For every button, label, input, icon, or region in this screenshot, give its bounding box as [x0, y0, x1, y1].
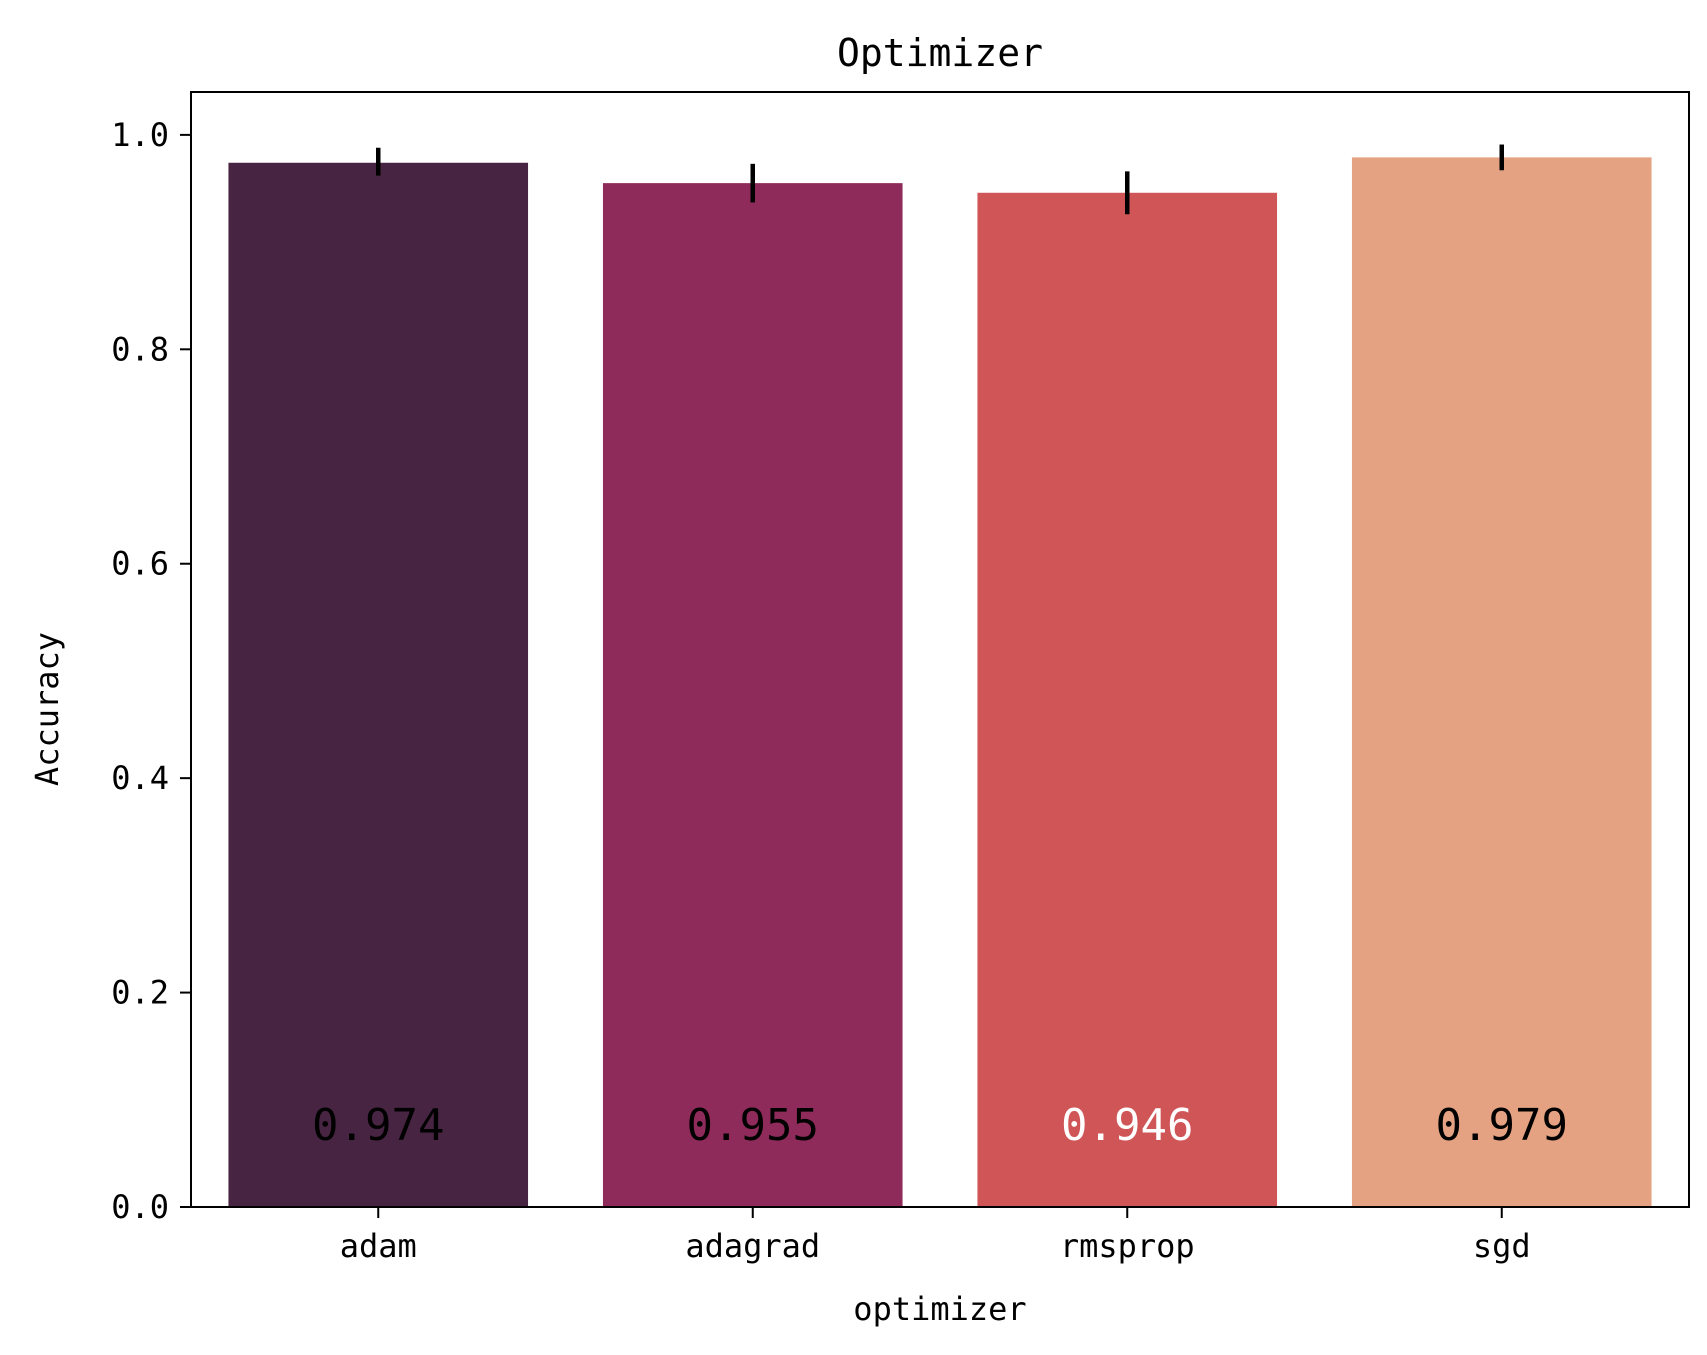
y-axis-ticks: 0.0 0.2 0.4 0.6 0.8 1.0: [111, 116, 191, 1226]
x-axis-label: optimizer: [853, 1290, 1026, 1328]
x-tick-label-adam: adam: [340, 1227, 417, 1265]
x-tick-label-adagrad: adagrad: [685, 1227, 820, 1265]
y-tick-label: 1.0: [111, 116, 169, 154]
y-tick-label: 0.0: [111, 1188, 169, 1226]
bar-rmsprop: [977, 192, 1278, 1208]
data-label-sgd: 0.979: [1436, 1100, 1568, 1151]
chart-title: Optimizer: [837, 31, 1043, 75]
y-tick-label: 0.8: [111, 330, 169, 368]
data-label-rmsprop: 0.946: [1061, 1100, 1193, 1151]
bar-sgd: [1351, 157, 1652, 1207]
x-tick-label-rmsprop: rmsprop: [1060, 1227, 1195, 1265]
x-tick-label-sgd: sgd: [1473, 1227, 1531, 1265]
x-axis-ticks: adam adagrad rmsprop sgd: [340, 1207, 1531, 1265]
y-tick-label: 0.2: [111, 974, 169, 1012]
bar-adam: [228, 162, 529, 1207]
y-tick-label: 0.4: [111, 759, 169, 797]
bar-adagrad: [602, 183, 903, 1207]
data-label-adagrad: 0.955: [687, 1100, 819, 1151]
data-label-adam: 0.974: [312, 1100, 444, 1151]
y-tick-label: 0.6: [111, 545, 169, 583]
y-axis-label: Accuracy: [28, 632, 66, 786]
bars-layer: [228, 157, 1652, 1208]
plot-frame: [190, 91, 1690, 1208]
data-labels-layer: 0.974 0.955 0.946 0.979: [312, 1100, 1568, 1151]
error-bars-layer: [376, 144, 1504, 215]
